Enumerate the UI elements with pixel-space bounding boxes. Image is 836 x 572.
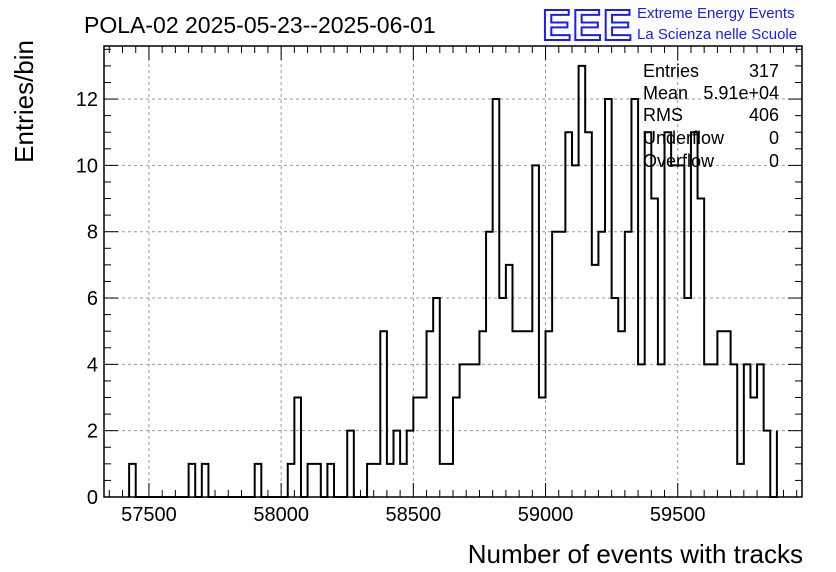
stat-value: 406	[749, 105, 779, 125]
axes: 57500 58000 58500 59000 59500 0 2 4 6 8 10 12	[76, 45, 803, 526]
x-axis-label: Number of events with tracks	[468, 539, 803, 569]
chart-title: POLA-02 2025-05-23--2025-06-01	[84, 12, 436, 38]
y-tick-label: 4	[87, 354, 98, 376]
eee-logo-mark: EEE	[542, 1, 633, 50]
histogram-line	[128, 64, 778, 498]
stat-label: Entries	[643, 61, 699, 81]
x-tick-label: 57500	[121, 504, 177, 526]
x-tick-label: 59500	[650, 504, 706, 526]
y-tick-label: 6	[87, 288, 98, 310]
y-tick-label: 8	[87, 222, 98, 244]
stat-label: Underflow	[643, 128, 725, 148]
y-tick-label: 12	[76, 89, 98, 111]
x-tick-label: 59000	[518, 504, 574, 526]
x-tick-label: 58500	[386, 504, 442, 526]
stat-value: 0	[769, 151, 779, 171]
y-tick-label: 10	[76, 155, 98, 177]
stat-value: 0	[769, 128, 779, 148]
x-tick-label: 58000	[253, 504, 309, 526]
y-tick-label: 0	[87, 487, 98, 509]
stat-label: Mean	[643, 83, 688, 103]
histogram-series	[128, 64, 778, 498]
eee-logo-line2: La Scienza nelle Scuole	[637, 26, 797, 43]
eee-logo: EEE Extreme Energy Events La Scienza nel…	[541, 0, 797, 51]
stat-label: RMS	[643, 105, 683, 125]
stats-box: Entries 317 Mean 5.91e+04 RMS 406 Underflow 0 Ov…	[643, 61, 779, 171]
stat-value: 5.91e+04	[703, 83, 779, 103]
y-tick-label: 2	[87, 421, 98, 443]
stat-value: 317	[749, 61, 779, 81]
y-axis-label: Entries/bin	[9, 40, 39, 163]
stat-label: Overflow	[643, 151, 715, 171]
eee-logo-line1: Extreme Energy Events	[637, 5, 795, 22]
